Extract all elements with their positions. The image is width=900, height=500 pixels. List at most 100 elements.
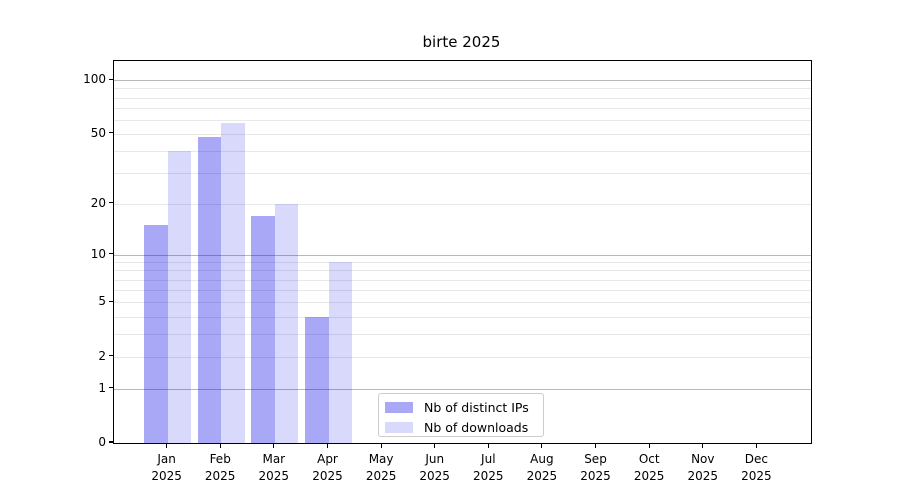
gridline-minor — [114, 203, 811, 205]
bar-distinct-ips-apr — [305, 316, 329, 443]
gridline-minor — [114, 119, 811, 121]
x-tick-label-feb: Feb 2025 — [190, 451, 250, 485]
gridline-minor — [114, 279, 811, 281]
y-tick-mark — [109, 78, 113, 80]
legend-swatch-distinct-ips — [385, 402, 413, 413]
gridline-major — [114, 388, 811, 390]
x-tick-year: 2025 — [258, 469, 290, 483]
y-tick-label: 1 — [98, 380, 106, 395]
bar-downloads-apr — [328, 262, 352, 443]
y-tick-mark — [109, 441, 113, 443]
legend-swatch-downloads — [385, 422, 413, 433]
x-tick-mark — [541, 443, 543, 448]
plot-area — [113, 60, 812, 444]
x-tick-year: 2025 — [365, 469, 397, 483]
y-tick-label: 50 — [90, 125, 106, 140]
x-tick-label-nov: Nov 2025 — [673, 451, 733, 485]
legend: Nb of distinct IPs Nb of downloads — [378, 393, 544, 437]
bar-downloads-mar — [274, 203, 299, 443]
y-tick-mark — [109, 355, 113, 357]
bar-downloads-feb — [221, 122, 245, 443]
x-tick-label-jul: Jul 2025 — [458, 451, 518, 485]
bar-downloads-jan — [167, 151, 192, 443]
x-tick-year: 2025 — [151, 469, 182, 483]
x-tick-month: Mar — [262, 452, 286, 466]
x-tick-label-jan: Jan 2025 — [137, 451, 197, 485]
x-tick-year: 2025 — [741, 469, 772, 483]
x-tick-label-jun: Jun 2025 — [405, 451, 465, 485]
x-tick-month: Oct — [638, 452, 660, 466]
gridline-major — [114, 254, 811, 256]
chart-title: birte 2025 — [422, 33, 501, 51]
x-tick-mark — [648, 443, 650, 448]
x-tick-mark — [219, 443, 221, 448]
x-tick-mark — [434, 443, 436, 448]
legend-item-distinct-ips: Nb of distinct IPs — [385, 399, 543, 416]
x-tick-label-dec: Dec 2025 — [726, 451, 786, 485]
y-tick-mark — [109, 300, 113, 302]
y-tick-label: 20 — [90, 195, 106, 210]
gridline-minor — [114, 88, 811, 90]
x-tick-label-sep: Sep 2025 — [566, 451, 626, 485]
legend-item-downloads: Nb of downloads — [385, 419, 543, 436]
x-tick-year: 2025 — [580, 469, 611, 483]
x-tick-month: Dec — [744, 452, 768, 466]
gridline-minor — [114, 97, 811, 99]
x-tick-year: 2025 — [473, 469, 504, 483]
y-tick-mark — [109, 252, 113, 255]
x-tick-mark — [380, 443, 382, 448]
x-tick-month: May — [368, 452, 394, 466]
gridline-minor — [114, 133, 811, 135]
gridline-minor — [114, 356, 811, 358]
x-tick-label-may: May 2025 — [351, 451, 411, 485]
x-tick-month: Jan — [157, 452, 176, 466]
y-tick-mark — [109, 386, 113, 389]
x-tick-label-mar: Mar 2025 — [244, 451, 304, 485]
x-tick-mark — [326, 443, 329, 448]
x-tick-mark — [594, 443, 597, 448]
x-tick-month: Feb — [209, 452, 231, 466]
x-tick-month: Apr — [317, 452, 338, 466]
x-tick-label-apr: Apr 2025 — [298, 451, 358, 485]
gridline-minor — [114, 173, 811, 175]
y-tick-mark — [109, 202, 113, 204]
x-tick-month: Nov — [691, 452, 715, 466]
x-tick-year: 2025 — [419, 469, 450, 483]
bar-distinct-ips-mar — [251, 215, 275, 443]
gridline-minor — [114, 262, 811, 263]
gridline-minor — [114, 334, 811, 335]
x-tick-mark — [702, 443, 704, 448]
y-tick-mark — [109, 132, 113, 134]
x-tick-year: 2025 — [204, 469, 236, 483]
x-tick-month: Aug — [530, 452, 554, 466]
y-tick-label: 100 — [83, 72, 106, 87]
legend-label-downloads: Nb of downloads — [424, 420, 529, 435]
y-tick-label: 10 — [90, 246, 106, 261]
x-tick-year: 2025 — [312, 469, 343, 483]
x-tick-label-aug: Aug 2025 — [512, 451, 572, 485]
y-tick-label: 2 — [98, 348, 106, 363]
x-tick-month: Jun — [425, 452, 445, 466]
y-tick-label: 5 — [98, 294, 106, 309]
gridline-minor — [114, 270, 811, 272]
gridline-minor — [114, 151, 811, 153]
bar-distinct-ips-feb — [197, 137, 222, 443]
x-tick-month: Jul — [481, 452, 496, 466]
x-tick-month: Sep — [584, 452, 607, 466]
x-tick-year: 2025 — [526, 469, 558, 483]
legend-label-distinct-ips: Nb of distinct IPs — [424, 400, 529, 415]
gridline-minor — [114, 302, 811, 304]
y-tick-label: 0 — [98, 435, 106, 449]
x-tick-year: 2025 — [687, 469, 719, 483]
x-tick-mark — [755, 443, 757, 448]
gridline-major — [114, 80, 811, 82]
gridline-minor — [114, 316, 811, 318]
bar-distinct-ips-jan — [144, 225, 168, 443]
x-tick-mark — [166, 443, 168, 448]
x-tick-mark — [487, 443, 489, 448]
gridline-minor — [114, 290, 811, 291]
gridline-minor — [114, 107, 811, 109]
x-tick-mark — [273, 443, 275, 448]
x-tick-year: 2025 — [633, 469, 665, 483]
